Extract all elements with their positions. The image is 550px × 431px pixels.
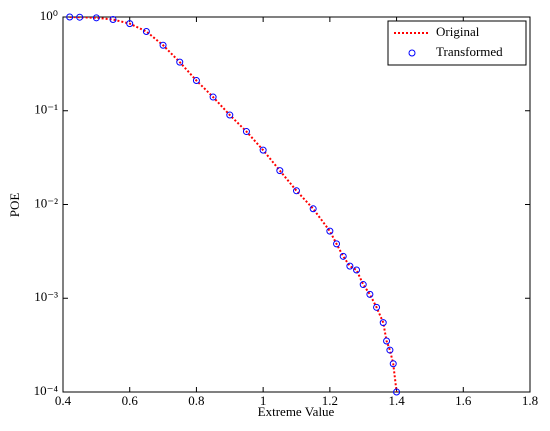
- y-tick-label: 10⁻⁴: [34, 383, 59, 398]
- y-tick-label: 10⁻³: [34, 289, 58, 304]
- data-point: [142, 28, 150, 36]
- x-tick-label: 1.2: [322, 393, 338, 408]
- data-point: [176, 58, 184, 66]
- plot-frame: [62, 16, 531, 393]
- data-point: [359, 281, 367, 289]
- data-point: [379, 319, 387, 327]
- legend-label: Original: [436, 24, 480, 39]
- legend-label: Transformed: [436, 44, 503, 59]
- data-point: [109, 16, 117, 24]
- data-point: [276, 167, 284, 175]
- legend-symbol: [408, 49, 416, 57]
- data-point: [383, 337, 391, 345]
- y-tick-label: 10⁻²: [34, 195, 58, 210]
- data-point: [192, 77, 200, 85]
- y-tick-label: 10⁻¹: [34, 102, 58, 117]
- x-tick-label: 1.8: [522, 393, 538, 408]
- data-point: [389, 360, 397, 368]
- data-point: [373, 303, 381, 311]
- y-tick-label: 10⁰: [40, 8, 58, 23]
- data-line: [69, 17, 398, 392]
- data-point: [226, 111, 234, 119]
- data-point: [126, 20, 134, 28]
- x-tick-label: 0.6: [122, 393, 139, 408]
- data-point: [259, 146, 267, 154]
- y-axis-label: POE: [7, 193, 22, 218]
- data-point: [346, 262, 354, 270]
- data-point: [353, 266, 361, 274]
- data-point: [159, 41, 167, 49]
- data-point: [76, 13, 84, 21]
- x-tick-label: 1.4: [388, 393, 405, 408]
- x-tick-label: 1.6: [455, 393, 472, 408]
- x-axis-label: Extreme Value: [258, 404, 335, 419]
- data-point: [92, 14, 100, 22]
- data-point: [366, 290, 374, 298]
- data-point: [393, 388, 401, 396]
- data-point: [309, 205, 317, 213]
- legend-box: [387, 20, 527, 66]
- data-point: [242, 128, 250, 136]
- data-point: [293, 187, 300, 195]
- data-point: [66, 13, 74, 21]
- data-point: [339, 252, 347, 260]
- data-point: [326, 227, 334, 235]
- x-tick-label: 0.8: [188, 393, 204, 408]
- x-tick-label: 1: [260, 393, 267, 408]
- data-point: [386, 346, 394, 354]
- data-point: [333, 240, 341, 248]
- x-tick-label: 0.4: [55, 393, 72, 408]
- data-point: [209, 93, 217, 101]
